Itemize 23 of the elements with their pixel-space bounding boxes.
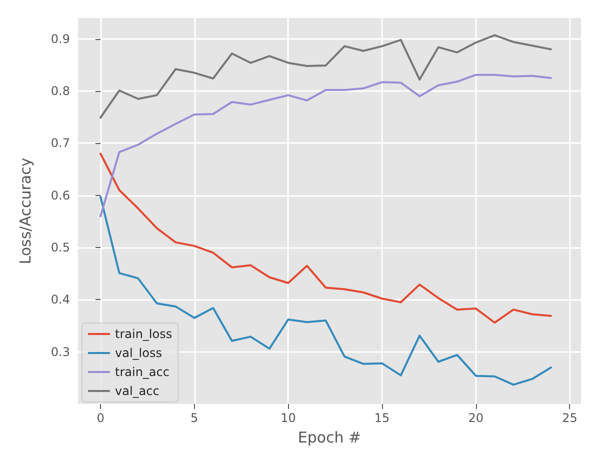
x-tick-label: 10 <box>280 411 296 425</box>
line-series <box>100 196 552 386</box>
y-tick-label: 0.3 <box>50 344 70 359</box>
y-tick-label: 0.9 <box>50 32 70 46</box>
x-tick-label: 0 <box>96 411 104 425</box>
legend-label: val_loss <box>115 346 162 360</box>
x-tick-label: 15 <box>374 411 390 425</box>
line-series <box>100 74 552 218</box>
line-series <box>100 34 552 119</box>
y-tick-label: 0.7 <box>50 136 70 150</box>
x-tick-label: 20 <box>468 411 484 425</box>
legend-label: train_loss <box>115 327 172 341</box>
y-tick-label: 0.5 <box>50 240 70 255</box>
legend-label: train_acc <box>115 365 170 379</box>
line-series <box>100 152 552 324</box>
y-tick-label: 0.4 <box>50 292 70 307</box>
y-axis-title: Loss/Accuracy <box>16 158 34 264</box>
x-tick-label: 25 <box>562 411 578 425</box>
x-tick-label: 5 <box>190 411 198 425</box>
legend-label: val_acc <box>115 384 160 398</box>
x-axis-title: Epoch # <box>298 428 362 446</box>
y-tick-label: 0.8 <box>50 84 70 98</box>
y-tick-label: 0.6 <box>50 188 70 202</box>
